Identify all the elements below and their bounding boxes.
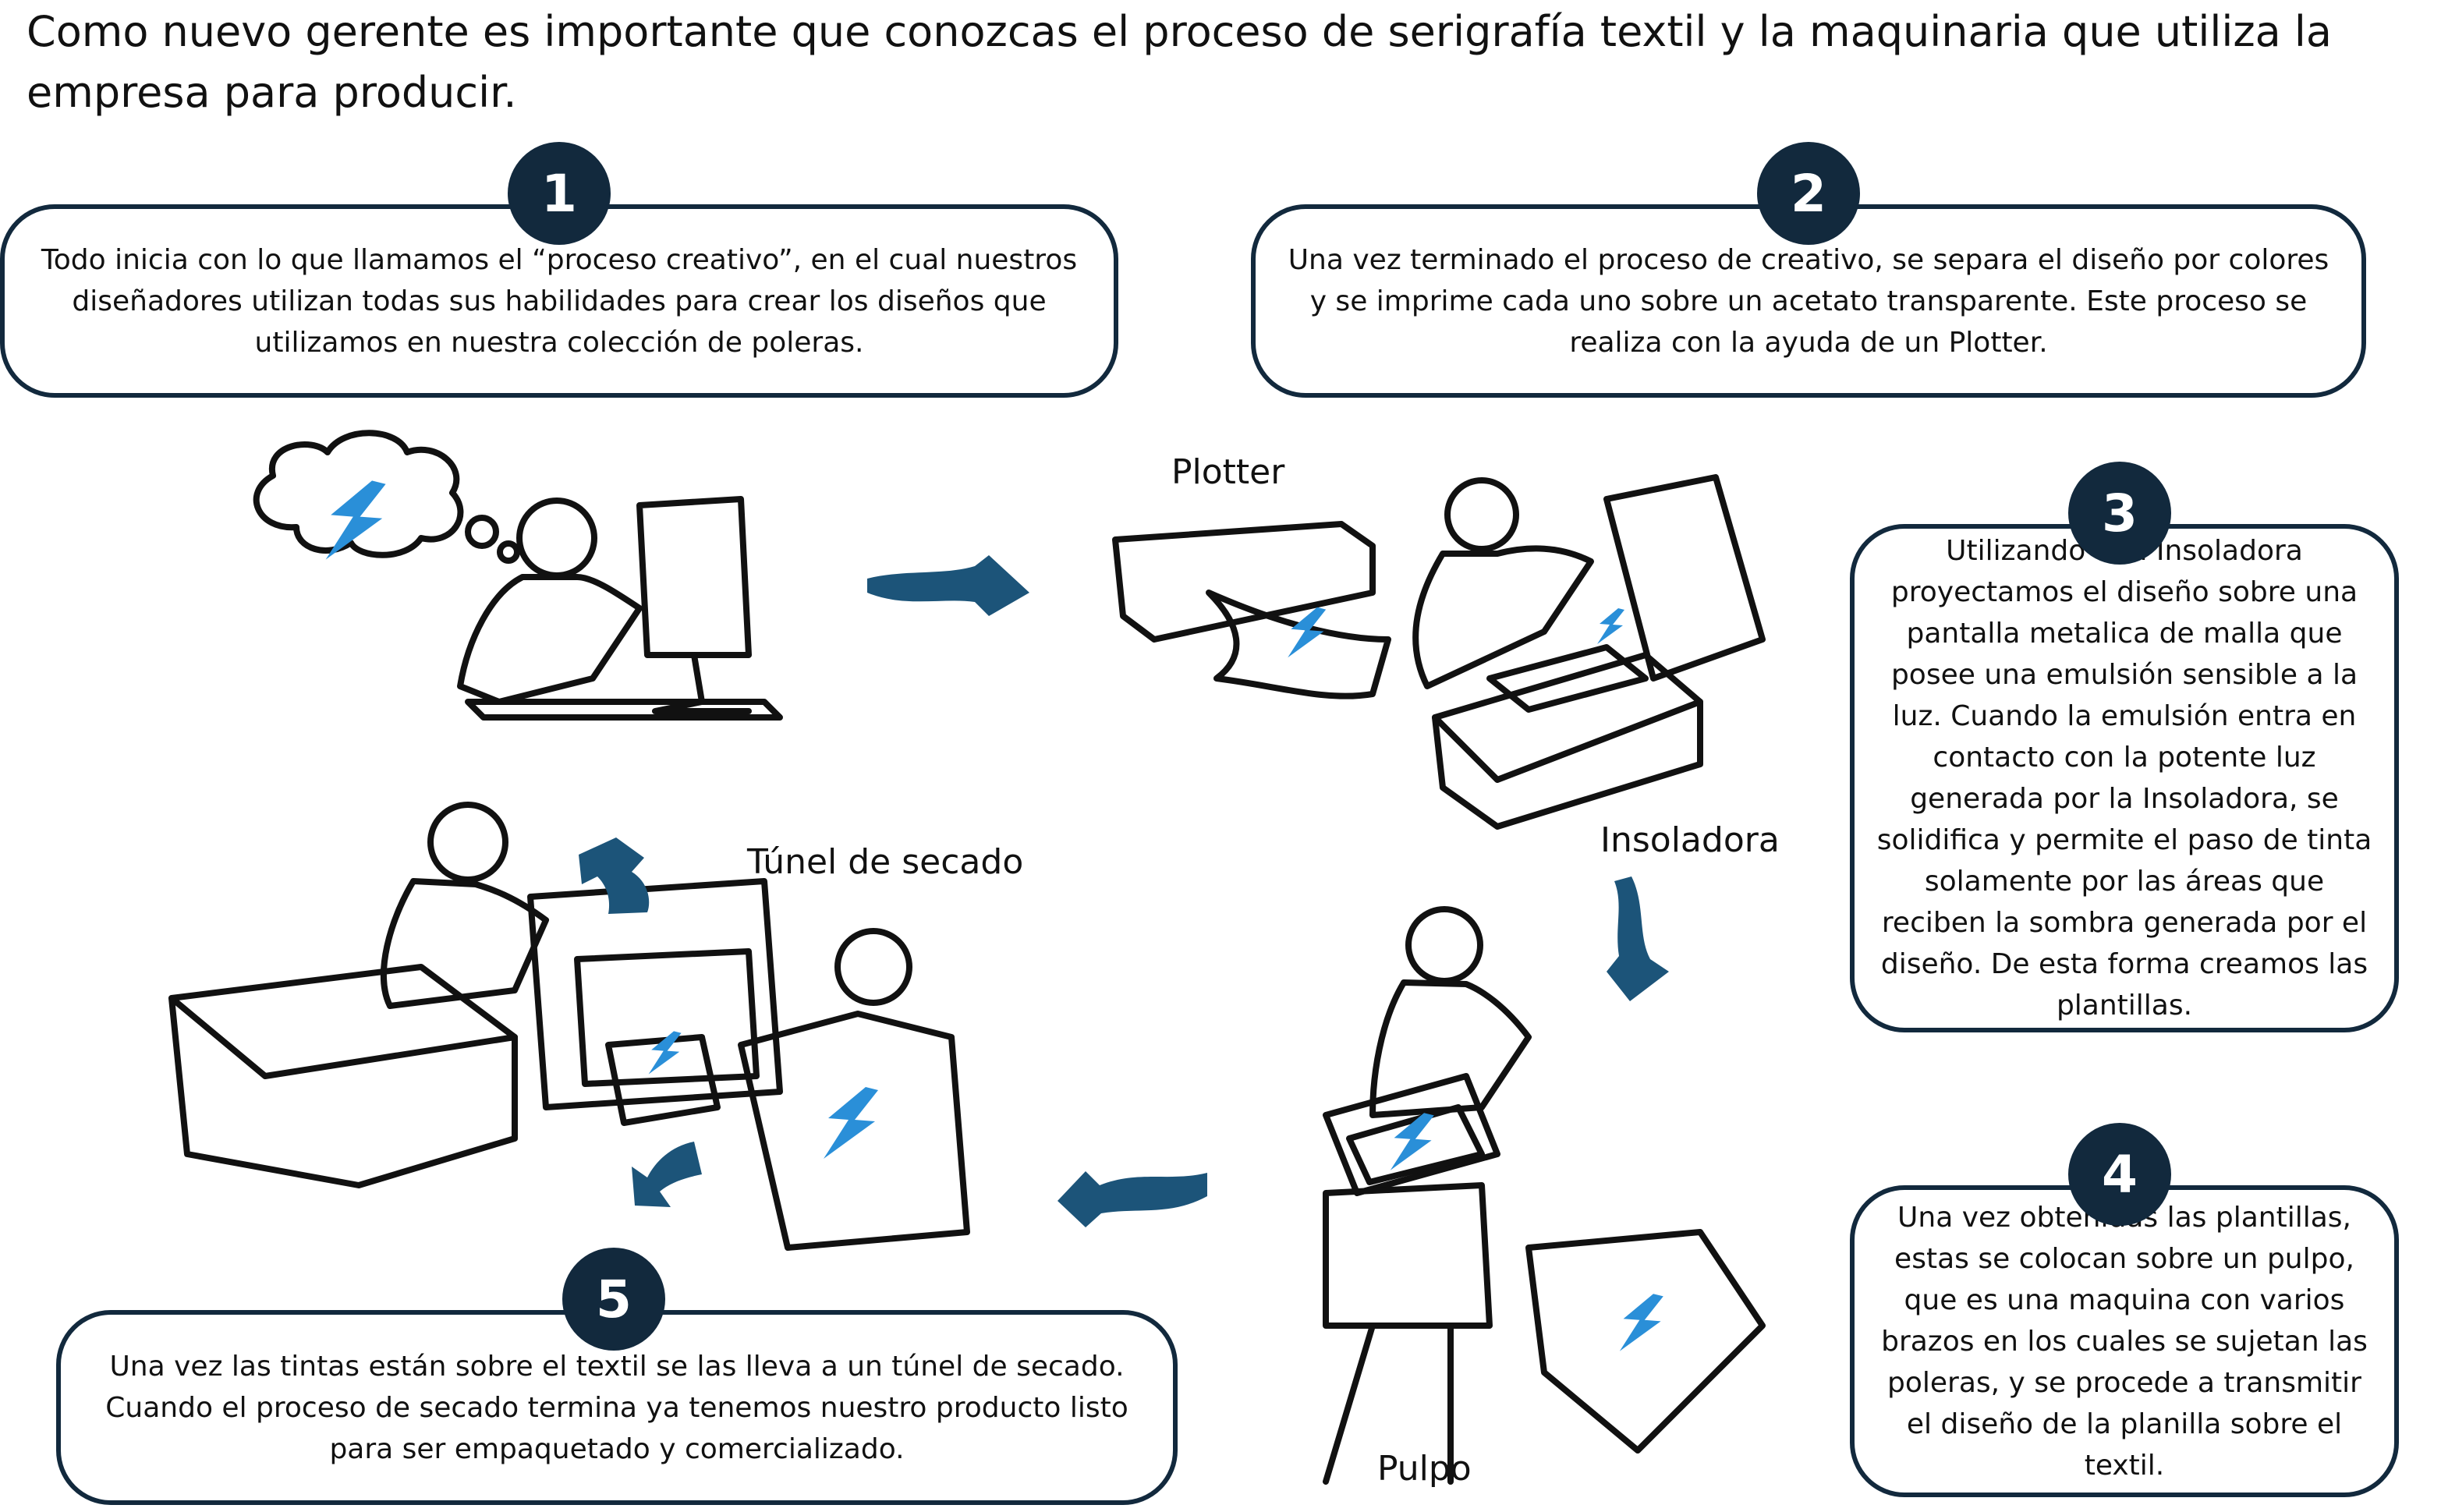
monitor — [636, 496, 752, 658]
step-5-text: Una vez las tintas están sobre el textil… — [105, 1350, 1128, 1465]
dry-tshirt-bolt-icon — [824, 1087, 878, 1159]
handler-head — [834, 928, 912, 1006]
plotter-body — [1112, 521, 1376, 643]
step-3-box: Utilizando una Insoladora proyectamos el… — [1850, 524, 2399, 1032]
step-4-text: Una vez obtenidas las plantillas, estas … — [1881, 1201, 2368, 1482]
plotter-illustration — [1112, 474, 1766, 830]
thought-cloud — [253, 430, 464, 558]
tshirt-bolt-icon — [1619, 1294, 1663, 1351]
insoladora-base — [1432, 699, 1703, 830]
tunnel-body — [527, 878, 783, 1110]
insoladora-lid — [1603, 474, 1766, 682]
step-5-badge: 5 — [562, 1248, 665, 1351]
pulpo-illustration — [1323, 906, 1766, 1485]
step-1-box: Todo inicia con lo que llamamos el “proc… — [0, 204, 1118, 398]
acetate-bolt-icon — [1597, 608, 1624, 644]
step-1-text: Todo inicia con lo que llamamos el “proc… — [41, 243, 1078, 359]
arrow-icon-2-3 — [1607, 876, 1669, 1001]
step-2-text: Una vez terminado el proceso de creativo… — [1288, 243, 2329, 359]
arrow-icon-1-2 — [867, 555, 1029, 616]
intro-text: Como nuevo gerente es importante que con… — [27, 7, 2333, 117]
box-top — [168, 964, 518, 1079]
dry-tshirt — [738, 1011, 970, 1251]
plotter-bolt-icon — [1288, 607, 1327, 658]
tunnel-opening — [574, 948, 760, 1087]
designer-body — [457, 574, 643, 705]
pulpo-arms — [1323, 1323, 1454, 1485]
screen-frame — [1323, 1073, 1500, 1196]
designer-illustration — [253, 430, 783, 721]
label-tunel-de-secado: Túnel de secado — [747, 842, 1024, 882]
arrow-icon-into-tunnel — [579, 837, 650, 914]
arrow-icon-4-5 — [1058, 1171, 1207, 1227]
worker-body — [1369, 979, 1532, 1118]
monitor-stand — [652, 652, 752, 714]
thought-dot-large — [465, 515, 499, 549]
box-sides — [168, 995, 518, 1188]
step-4-box: Una vez obtenidas las plantillas, estas … — [1850, 1185, 2399, 1497]
step-4-badge: 4 — [2068, 1123, 2171, 1226]
insoladora-frame — [1486, 644, 1649, 713]
arrow-icon-out-tunnel — [632, 1142, 702, 1207]
label-plotter: Plotter — [1171, 452, 1285, 492]
thought-dot-small — [497, 540, 520, 564]
desk-tablet — [465, 699, 783, 721]
step-2-badge: 2 — [1757, 142, 1860, 245]
step-1-badge: 1 — [508, 142, 611, 245]
designer-head — [516, 498, 597, 579]
packer-body — [380, 878, 549, 1009]
tunnel-illustration — [168, 802, 970, 1251]
pulpo-tshirt-right — [1525, 1229, 1766, 1454]
worker-head — [1405, 906, 1483, 984]
label-pulpo: Pulpo — [1377, 1449, 1472, 1489]
operator-body — [1412, 545, 1594, 689]
packer-head — [427, 802, 508, 883]
label-insoladora: Insoladora — [1600, 820, 1780, 860]
pulpo-tshirt-left — [1323, 1182, 1493, 1329]
step-3-badge: 3 — [2068, 462, 2171, 565]
operator-head — [1444, 477, 1519, 552]
